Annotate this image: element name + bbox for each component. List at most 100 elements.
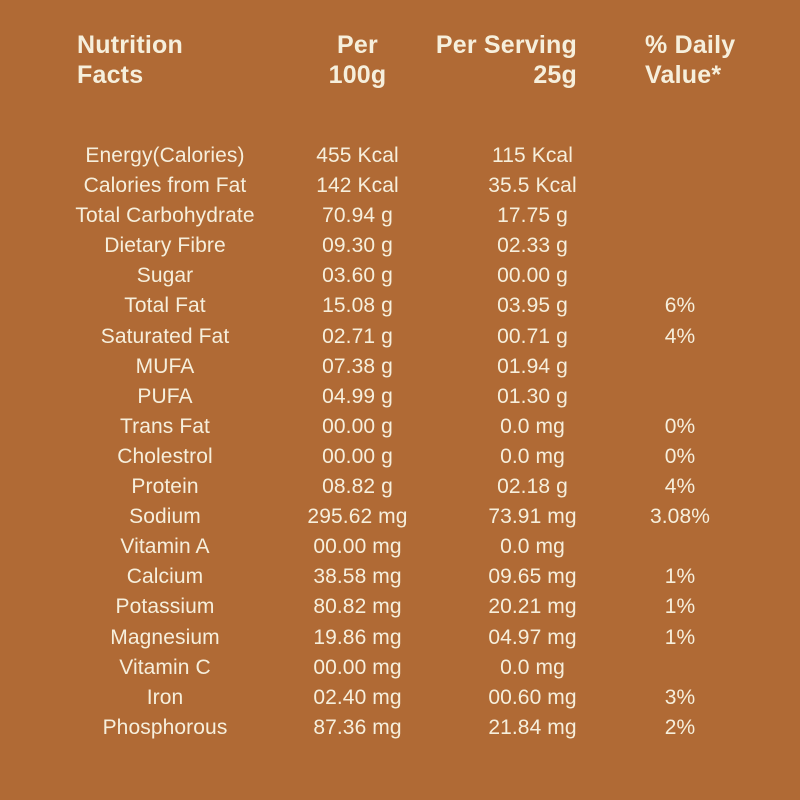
table-row: Cholestrol 00.00 g 0.0 mg 0% [35, 442, 715, 472]
cell-per-100g: 70.94 g [322, 204, 393, 228]
cell-label: Cholestrol [117, 444, 213, 468]
table-row: Total Carbohydrate 70.94 g 17.75 g [35, 201, 715, 231]
cell-label: Phosphorous [102, 715, 228, 739]
cell-daily-value: 3% [664, 685, 696, 709]
daily-value-line-1: % Daily [645, 31, 736, 59]
cell-per-serving: 09.65 mg [488, 565, 577, 589]
cell-label: PUFA [137, 384, 193, 408]
table-row: Magnesium 19.86 mg 04.97 mg 1% [35, 623, 715, 653]
cell-per-serving: 73.91 mg [488, 505, 577, 529]
cell-label: Sodium [129, 505, 201, 529]
cell-label: Total Carbohydrate [75, 204, 255, 228]
table-row: Dietary Fibre 09.30 g 02.33 g [35, 231, 715, 261]
cell-label: Calories from Fat [83, 174, 247, 198]
cell-per-serving: 00.60 mg [488, 685, 577, 709]
cell-per-100g: 80.82 mg [313, 595, 402, 619]
cell-per-100g: 38.58 mg [313, 565, 402, 589]
cell-per-100g: 07.38 g [322, 354, 393, 378]
cell-per-serving: 0.0 mg [500, 655, 565, 679]
cell-daily-value: 1% [664, 595, 696, 619]
cell-label: MUFA [135, 354, 195, 378]
cell-per-100g: 00.00 g [322, 444, 393, 468]
cell-label: Protein [131, 475, 199, 499]
cell-per-100g: 02.71 g [322, 324, 393, 348]
cell-label: Iron [146, 685, 184, 709]
cell-per-serving: 21.84 mg [488, 715, 577, 739]
table-row: Potassium 80.82 mg 20.21 mg 1% [35, 592, 715, 622]
cell-label: Vitamin A [120, 535, 210, 559]
cell-per-serving: 02.33 g [497, 234, 568, 258]
header-nutrition-facts: Nutrition Facts [35, 30, 295, 90]
cell-per-serving: 0.0 mg [500, 444, 565, 468]
cell-daily-value [645, 141, 715, 171]
cell-per-100g: 02.40 mg [313, 685, 402, 709]
cell-daily-value [645, 171, 715, 201]
cell-label: Dietary Fibre [104, 234, 226, 258]
cell-daily-value [645, 352, 715, 382]
cell-label: Calcium [126, 565, 204, 589]
cell-per-serving: 01.94 g [497, 354, 568, 378]
header-daily-value: % Daily Value* [645, 30, 736, 90]
table-row: Phosphorous 87.36 mg 21.84 mg 2% [35, 713, 715, 743]
serving-line-1: Per Serving [435, 31, 577, 59]
cell-per-serving: 02.18 g [497, 475, 568, 499]
cell-daily-value [645, 201, 715, 231]
cell-per-100g: 03.60 g [322, 264, 393, 288]
cell-per-serving: 04.97 mg [488, 625, 577, 649]
table-row: Saturated Fat 02.71 g 00.71 g 4% [35, 322, 715, 352]
cell-per-100g: 455 Kcal [316, 144, 399, 167]
cell-per-100g: 04.99 g [322, 384, 393, 408]
cell-daily-value: 0% [664, 414, 696, 438]
cell-daily-value [645, 382, 715, 412]
daily-value-line-2: Value* [645, 61, 722, 89]
header-per-100g: Per 100g [295, 30, 420, 90]
cell-per-serving: 01.30 g [497, 384, 568, 408]
cell-per-100g: 00.00 mg [313, 655, 402, 679]
cell-per-serving: 0.0 mg [500, 414, 565, 438]
cell-daily-value: 1% [664, 565, 696, 589]
cell-per-serving: 03.95 g [497, 294, 568, 318]
cell-per-100g: 15.08 g [322, 294, 393, 318]
table-header: Nutrition Facts Per 100g Per Serving 25g… [35, 30, 736, 90]
cell-per-100g: 19.86 mg [313, 625, 402, 649]
cell-per-serving: 35.5 Kcal [488, 174, 577, 198]
cell-per-100g: 00.00 g [322, 414, 393, 438]
cell-daily-value [645, 532, 715, 562]
table-row: Total Fat 15.08 g 03.95 g 6% [35, 291, 715, 321]
cell-daily-value: 1% [664, 625, 696, 649]
cell-per-100g: 295.62 mg [307, 505, 408, 529]
table-row: Sugar 03.60 g 00.00 g [35, 261, 715, 291]
cell-label: Total Fat [124, 294, 206, 318]
cell-per-100g: 00.00 mg [313, 535, 402, 559]
cell-per-100g: 08.82 g [322, 475, 393, 499]
header-per-serving: Per Serving 25g [420, 30, 645, 90]
title-line-2: Facts [77, 61, 144, 89]
cell-daily-value: 4% [664, 475, 696, 499]
cell-per-100g: 09.30 g [322, 234, 393, 258]
cell-label: Sugar [136, 264, 194, 288]
table-row: Calories from Fat 142 Kcal 35.5 Kcal [35, 171, 715, 201]
cell-label: Magnesium [110, 625, 220, 649]
table-row: Energy(Calories) 455 Kcal 115 Kcal [35, 141, 715, 171]
cell-daily-value: 3.08% [649, 505, 711, 529]
cell-daily-value: 4% [664, 324, 696, 348]
cell-daily-value [645, 653, 715, 683]
cell-per-serving: 115 Kcal [492, 144, 573, 167]
cell-per-100g: 87.36 mg [313, 715, 402, 739]
per100-line-2: 100g [328, 61, 387, 89]
cell-per-serving: 20.21 mg [488, 595, 577, 619]
cell-daily-value: 0% [664, 444, 696, 468]
cell-label: Vitamin C [119, 655, 211, 679]
cell-label: Potassium [115, 595, 215, 619]
cell-per-serving: 0.0 mg [500, 535, 565, 559]
cell-daily-value [645, 261, 715, 291]
cell-per-serving: 17.75 g [497, 204, 568, 228]
nutrition-table-body: Energy(Calories) 455 Kcal 115 Kcal Calories… [35, 141, 715, 743]
table-row: Sodium 295.62 mg 73.91 mg 3.08% [35, 502, 715, 532]
table-row: MUFA 07.38 g 01.94 g [35, 352, 715, 382]
table-row: Protein 08.82 g 02.18 g 4% [35, 472, 715, 502]
serving-line-2: 25g [533, 61, 577, 89]
cell-daily-value: 2% [664, 715, 696, 739]
cell-daily-value [645, 231, 715, 261]
